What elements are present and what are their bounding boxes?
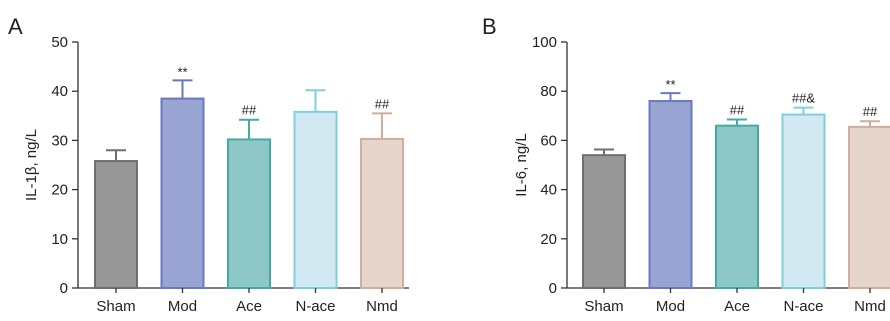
x-tick-label: Nmd [854,298,886,315]
bar-n-ace [781,113,826,289]
panel-letter-a: A [8,14,23,39]
bar-sham [94,160,138,289]
x-tick-label: Sham [96,298,135,315]
y-tick-label: 100 [532,34,557,51]
x-tick-label: Mod [656,298,685,315]
x-tick-label: N-ace [295,298,335,315]
bar-sham [582,154,626,289]
y-tick-label: 30 [51,132,68,149]
significance-label: ## [242,103,257,118]
x-tick-label: Mod [168,298,197,315]
x-tick-label: Nmd [366,298,398,315]
y-tick-label: 20 [540,231,557,248]
y-tick-label: 40 [51,83,68,100]
x-tick-label: Ace [724,298,750,315]
y-tick-label: 20 [51,182,68,199]
y-axis-label: IL-6, ng/L [513,133,530,196]
panel-a: A 0 10 20 30 40 50 IL-1β, ng/L Sham Mod ** Ace ## N-… [8,14,409,315]
panel-b: B 0 20 40 60 80 100 IL-6, ng/L Sham Mod ** Ace ## N-… [482,14,890,315]
bar-ace [227,138,271,289]
bar-n-ace [293,110,338,289]
bar-mod [648,100,693,290]
significance-label: ## [863,104,878,119]
y-tick-label: 0 [60,280,68,297]
x-tick-label: N-ace [783,298,823,315]
y-axis-label: IL-1β, ng/L [23,129,40,201]
y-tick-label: 80 [540,83,557,100]
y-tick-label: 10 [51,231,68,248]
bar-mod [160,97,205,289]
bar-ace [715,124,759,289]
bar-nmd [360,137,404,289]
y-tick-label: 60 [540,132,557,149]
panel-letter-b: B [482,14,497,39]
significance-label: ## [730,102,745,117]
significance-label: ** [665,77,675,92]
y-tick-label: 50 [51,34,68,51]
significance-label: ##& [792,91,815,106]
x-tick-label: Sham [584,298,623,315]
y-tick-label: 0 [549,280,557,297]
significance-label: ## [375,96,390,111]
bar-nmd [848,125,890,290]
x-tick-label: Ace [236,298,262,315]
y-tick-label: 40 [540,182,557,199]
significance-label: ** [177,64,187,79]
